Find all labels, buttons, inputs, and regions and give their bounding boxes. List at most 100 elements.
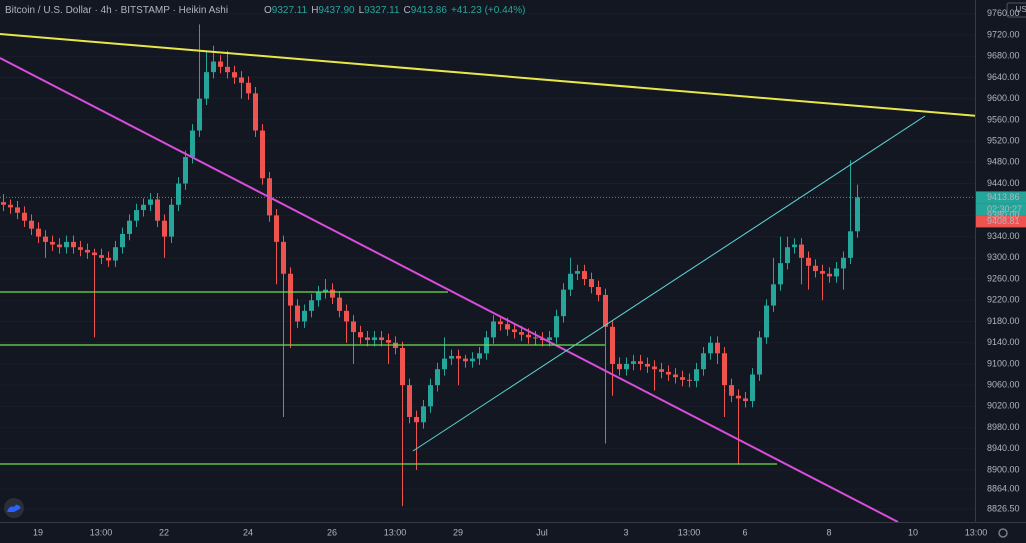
candle-body bbox=[225, 66, 230, 73]
candle-body bbox=[743, 398, 748, 402]
candle-body bbox=[99, 255, 104, 258]
candle-body bbox=[680, 377, 685, 380]
candle-body bbox=[785, 247, 790, 264]
candle-body bbox=[589, 279, 594, 287]
candle-body bbox=[659, 369, 664, 372]
candle-body bbox=[337, 297, 342, 311]
candle-body bbox=[141, 204, 146, 211]
x-tick-label: 3 bbox=[623, 527, 628, 537]
y-tick-label: 9340.00 bbox=[987, 231, 1020, 241]
candle-body bbox=[673, 374, 678, 378]
settings-icon[interactable] bbox=[998, 528, 1008, 538]
candle-body bbox=[246, 82, 251, 94]
legend-key: O bbox=[264, 5, 272, 16]
candle-body bbox=[92, 252, 97, 256]
y-tick-label: 9680.00 bbox=[987, 51, 1020, 61]
candle-body bbox=[106, 257, 111, 261]
candle-body bbox=[603, 294, 608, 327]
trend-line bbox=[412, 115, 926, 452]
candle-body bbox=[582, 271, 587, 280]
candle-body bbox=[610, 326, 615, 364]
x-tick-label: 6 bbox=[742, 527, 747, 537]
candle-body bbox=[526, 334, 531, 338]
y-tick-label: 9720.00 bbox=[987, 29, 1020, 39]
candle-body bbox=[645, 363, 650, 367]
y-tick-label: 9520.00 bbox=[987, 135, 1020, 145]
candle-body bbox=[400, 348, 405, 386]
candle-body bbox=[449, 355, 454, 359]
candle-body bbox=[197, 98, 202, 131]
candle-body bbox=[813, 265, 818, 272]
grid-layer bbox=[0, 13, 975, 510]
price-box bbox=[976, 191, 1026, 204]
candle-body bbox=[694, 369, 699, 381]
candle-body bbox=[512, 329, 517, 333]
candle-body bbox=[253, 93, 258, 131]
candle-body bbox=[372, 337, 377, 341]
legend-value: 9413.86 bbox=[411, 5, 448, 16]
x-tick-label: 13:00 bbox=[384, 527, 407, 537]
x-tick-label: 8 bbox=[826, 527, 831, 537]
candle-body bbox=[855, 197, 860, 232]
candle-body bbox=[148, 199, 153, 205]
candle-body bbox=[190, 130, 195, 158]
candle-body bbox=[414, 416, 419, 423]
candle-body bbox=[561, 289, 566, 317]
y-tick-label: 9020.00 bbox=[987, 401, 1020, 411]
y-tick-label: 9640.00 bbox=[987, 72, 1020, 82]
candle-body bbox=[820, 271, 825, 274]
candle-body bbox=[736, 395, 741, 399]
candle-body bbox=[29, 220, 34, 229]
candle-body bbox=[232, 72, 237, 78]
candle-body bbox=[330, 289, 335, 298]
bid-box bbox=[976, 215, 1026, 228]
candle-body bbox=[554, 316, 559, 338]
x-tick-label: 24 bbox=[243, 527, 253, 537]
candle-body bbox=[624, 363, 629, 370]
candle-layer bbox=[1, 24, 860, 507]
candle-body bbox=[85, 249, 90, 253]
candle-body bbox=[204, 72, 209, 99]
x-tick-label: 10 bbox=[908, 527, 918, 537]
candle-body bbox=[841, 257, 846, 269]
y-tick-label: 8980.00 bbox=[987, 422, 1020, 432]
x-tick-label: 19 bbox=[33, 527, 43, 537]
candle-body bbox=[778, 263, 783, 285]
trend-line bbox=[0, 33, 975, 117]
symbol: Bitcoin / U.S. Dollar bbox=[5, 5, 92, 16]
candle-body bbox=[638, 361, 643, 364]
candle-body bbox=[827, 273, 832, 277]
candle-body bbox=[211, 61, 216, 73]
candle-body bbox=[281, 241, 286, 274]
candle-body bbox=[127, 220, 132, 234]
legend-key: L bbox=[359, 5, 365, 16]
legend-value: 9327.11 bbox=[272, 5, 308, 16]
y-tick-label: 8826.50 bbox=[987, 503, 1020, 513]
candle-body bbox=[176, 183, 181, 205]
candle-body bbox=[155, 199, 160, 221]
drawings bbox=[0, 33, 975, 522]
candle-body bbox=[631, 361, 636, 364]
x-tick-label: 29 bbox=[453, 527, 463, 537]
candle-body bbox=[8, 204, 13, 208]
x-tick-label: 26 bbox=[327, 527, 337, 537]
candle-body bbox=[519, 332, 524, 335]
candle-body bbox=[351, 321, 356, 333]
y-tick-label: 9380.00 bbox=[987, 210, 1020, 220]
candle-body bbox=[421, 406, 426, 423]
candle-body bbox=[295, 305, 300, 322]
candle-body bbox=[50, 241, 55, 245]
candle-body bbox=[834, 268, 839, 277]
candle-body bbox=[183, 157, 188, 184]
candle-body bbox=[505, 324, 510, 330]
candle-body bbox=[771, 284, 776, 306]
candle-body bbox=[547, 337, 552, 341]
interval: 4h bbox=[101, 5, 112, 16]
candle-body bbox=[358, 332, 363, 338]
currency: USD bbox=[1016, 5, 1026, 14]
x-tick-label: 13:00 bbox=[90, 527, 113, 537]
y-tick-label: 9300.00 bbox=[987, 252, 1020, 262]
candle-body bbox=[309, 300, 314, 311]
candle-body bbox=[274, 215, 279, 242]
trend-line bbox=[0, 57, 899, 522]
